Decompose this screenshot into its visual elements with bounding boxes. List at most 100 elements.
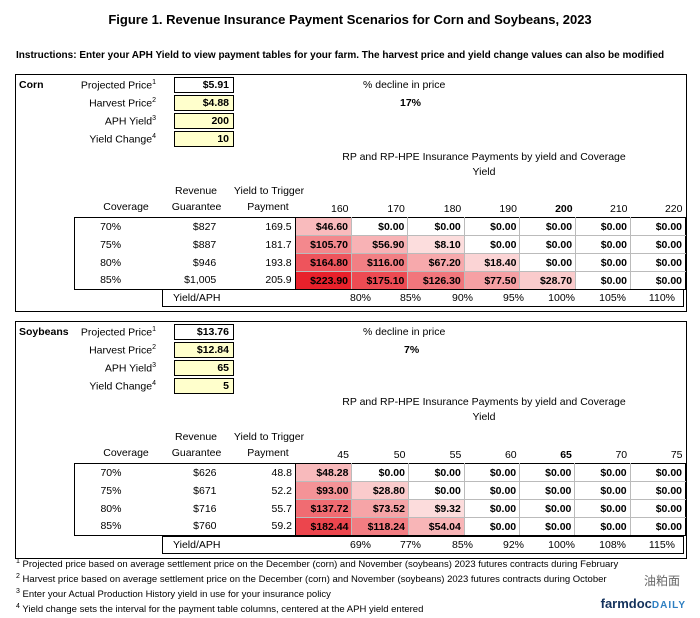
pct-decline-label: % decline in price — [363, 79, 446, 91]
payment-cell: $0.00 — [630, 499, 687, 518]
aph-yield-input[interactable]: 200 — [174, 113, 234, 129]
payment-cell: $223.90 — [295, 271, 353, 290]
payment-cell: $0.00 — [407, 217, 465, 236]
payment-cell: $126.30 — [407, 271, 465, 290]
yield-to-trigger-cell: 193.8 — [219, 253, 296, 272]
corn-payment-table: 160 170 180 190 200 210 220 70% $827 169.5 $46.60 $… — [74, 200, 686, 290]
payment-cell: $0.00 — [351, 463, 409, 482]
guarantee-cell: $671 — [193, 484, 217, 497]
harvest-price-input[interactable]: $4.88 — [174, 95, 234, 111]
harvest-price-input[interactable]: $12.84 — [174, 342, 234, 358]
payment-cell: $0.00 — [464, 235, 521, 254]
coverage-cell: 80% — [73, 499, 147, 518]
table-row: 85% $760 59.2 $182.44 $118.24 $54.04 $0.00 $0.0… — [73, 517, 687, 536]
payment-cell: $116.00 — [351, 253, 409, 272]
payment-cell: $0.00 — [464, 517, 521, 536]
payment-cell: $0.00 — [630, 271, 686, 290]
payment-cell: $0.00 — [630, 253, 686, 272]
yield-aph-value: 77% — [399, 539, 421, 551]
payment-cell: $67.20 — [407, 253, 465, 272]
harvest-price-label: Harvest Price2 — [89, 344, 156, 357]
yield-change-label: Yield Change4 — [89, 133, 156, 146]
payment-cell: $28.80 — [351, 481, 409, 500]
payment-cell: $105.70 — [295, 235, 353, 254]
harvest-price-label: Harvest Price2 — [89, 97, 156, 110]
payment-cell: $56.90 — [351, 235, 409, 254]
payment-cell: $137.72 — [295, 499, 353, 518]
guarantee-cell: $827 — [146, 217, 220, 236]
yield-aph-value: 115% — [648, 539, 675, 551]
aph-yield-label: APH Yield3 — [104, 115, 156, 128]
payment-header: Payment — [247, 447, 289, 459]
yield-change-input[interactable]: 5 — [174, 378, 234, 394]
guarantee-cell: $760 — [146, 517, 220, 536]
yield-column-header: 50 — [393, 448, 406, 461]
payment-cell: $182.44 — [295, 517, 353, 536]
payment-cell: $0.00 — [464, 499, 521, 518]
yield-column-header: 45 — [337, 448, 349, 461]
payment-cell: $0.00 — [630, 463, 687, 482]
payment-cell: $9.32 — [408, 499, 465, 518]
guarantee-cell: $1,005 — [146, 271, 220, 290]
payments-yield-label: Yield — [472, 411, 496, 423]
table-row: 85% $1,005 205.9 $223.90 $175.10 $126.30 $77.5… — [74, 271, 686, 290]
payment-cell: $0.00 — [408, 481, 465, 500]
coverage-header: Coverage — [103, 201, 149, 213]
payment-cell: $0.00 — [575, 253, 632, 272]
yield-aph-value: 80% — [349, 292, 371, 304]
yield-aph-label: Yield/APH — [173, 292, 221, 304]
guarantee-header: Guarantee — [171, 201, 222, 213]
yield-column-header: 210 — [609, 202, 628, 215]
yield-column-header: 160 — [331, 202, 349, 215]
yield-to-trigger-header: Yield to Trigger — [233, 185, 305, 197]
pct-decline-value: 17% — [400, 97, 422, 109]
payment-cell: $0.00 — [519, 481, 576, 500]
pct-decline-label: % decline in price — [363, 326, 446, 338]
aph-yield-input[interactable]: 65 — [174, 360, 234, 376]
yield-aph-row: Yield/APH 80% 85% 90% 95% 100% 105% 110% — [162, 289, 684, 307]
yield-column-header: 75 — [670, 448, 683, 461]
guarantee-header: Guarantee — [171, 447, 222, 459]
pct-decline-value: 7% — [404, 344, 420, 356]
projected-price-value: $13.76 — [174, 324, 234, 340]
yield-to-trigger-cell: 181.7 — [219, 235, 296, 254]
yield-change-input[interactable]: 10 — [174, 131, 234, 147]
payments-yield-label: Yield — [472, 166, 496, 178]
payment-cell: $0.00 — [519, 517, 576, 536]
soy-payment-table: 45 50 55 60 65 70 75 70% $626 48.8 $48.28 $0.00 $0.0… — [73, 446, 687, 536]
payment-cell: $46.60 — [295, 217, 353, 236]
yield-to-trigger-cell: 205.9 — [219, 271, 296, 290]
payment-cell: $0.00 — [464, 481, 521, 500]
guarantee-cell: $946 — [192, 256, 217, 269]
soy-section: Soybeans Projected Price1 $13.76 Harvest… — [15, 321, 687, 559]
yield-aph-value: 110% — [648, 292, 675, 304]
yield-column-header: 180 — [443, 202, 462, 215]
yield-aph-value: 108% — [599, 539, 626, 551]
payment-cell: $0.00 — [519, 499, 576, 518]
aph-yield-label: APH Yield3 — [104, 362, 156, 375]
payment-cell: $0.00 — [351, 217, 409, 236]
payment-cell: $0.00 — [575, 217, 632, 236]
yield-column-header: 70 — [615, 448, 628, 461]
yield-aph-value: 85% — [451, 539, 473, 551]
farmdoc-logo: farmdocDAILY — [600, 596, 686, 611]
yield-aph-value: 69% — [349, 539, 371, 551]
payment-cell: $93.00 — [295, 481, 353, 500]
corn-section: Corn Projected Price1 $5.91 Harvest Pric… — [15, 74, 687, 312]
payment-cell: $0.00 — [574, 499, 631, 518]
yield-column-header: 65 — [560, 448, 572, 461]
payment-cell: $0.00 — [519, 217, 577, 236]
yield-change-label: Yield Change4 — [89, 380, 156, 393]
coverage-header: Coverage — [103, 447, 149, 459]
yield-aph-value: 85% — [399, 292, 421, 304]
payment-header: Payment — [247, 201, 289, 213]
payment-cell: $0.00 — [574, 517, 631, 536]
coverage-cell: 75% — [73, 481, 147, 500]
yield-aph-label: Yield/APH — [173, 539, 221, 551]
payment-cell: $0.00 — [630, 217, 686, 236]
payment-cell: $0.00 — [630, 235, 686, 254]
table-row: 70% $827 169.5 $46.60 $0.00 $0.00 $0.00 $0.00 $0… — [74, 217, 686, 236]
guarantee-cell: $716 — [193, 502, 217, 515]
crop-label: Soybeans — [19, 326, 69, 338]
coverage-cell: 75% — [74, 235, 147, 254]
